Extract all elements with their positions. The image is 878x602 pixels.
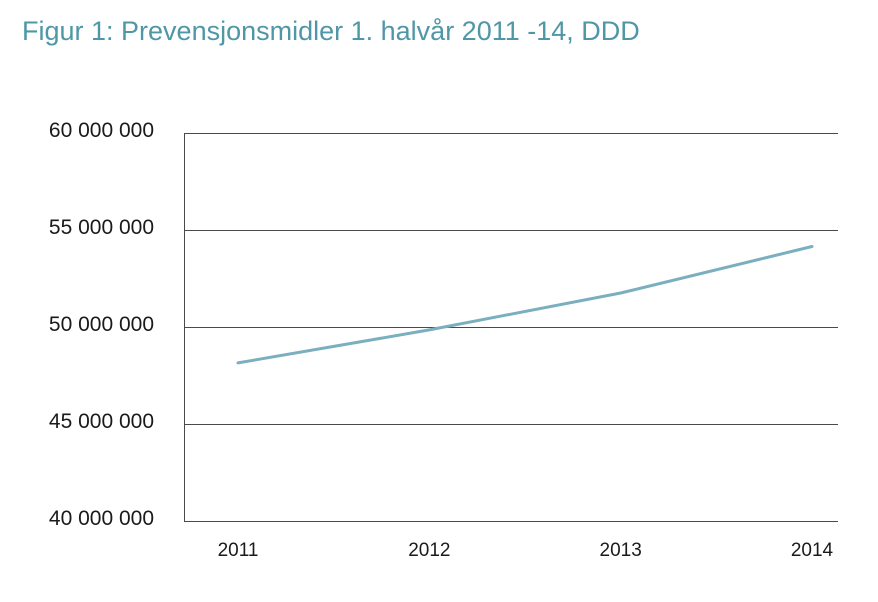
gridlines: [184, 133, 838, 522]
y-axis-tick-labels: 60 000 000 55 000 000 50 000 000 45 000 000…: [49, 119, 154, 530]
x-tick-label: 2013: [600, 540, 642, 561]
chart-title: Figur 1: Prevensjonsmidler 1. halvår 201…: [22, 16, 640, 46]
x-tick-label: 2012: [408, 540, 450, 561]
series-lines: [236, 245, 814, 365]
x-tick-label: 2011: [218, 540, 259, 561]
y-tick-label: 45 000 000: [49, 410, 154, 433]
x-tick-label: 2014: [791, 540, 834, 561]
series-line: [236, 245, 814, 365]
y-tick-label: 55 000 000: [49, 216, 154, 239]
y-tick-label: 40 000 000: [49, 507, 154, 530]
y-tick-label: 60 000 000: [49, 119, 154, 142]
x-axis-tick-labels: 2011 2012 2013 2014: [218, 540, 834, 561]
y-tick-label: 50 000 000: [49, 313, 154, 336]
